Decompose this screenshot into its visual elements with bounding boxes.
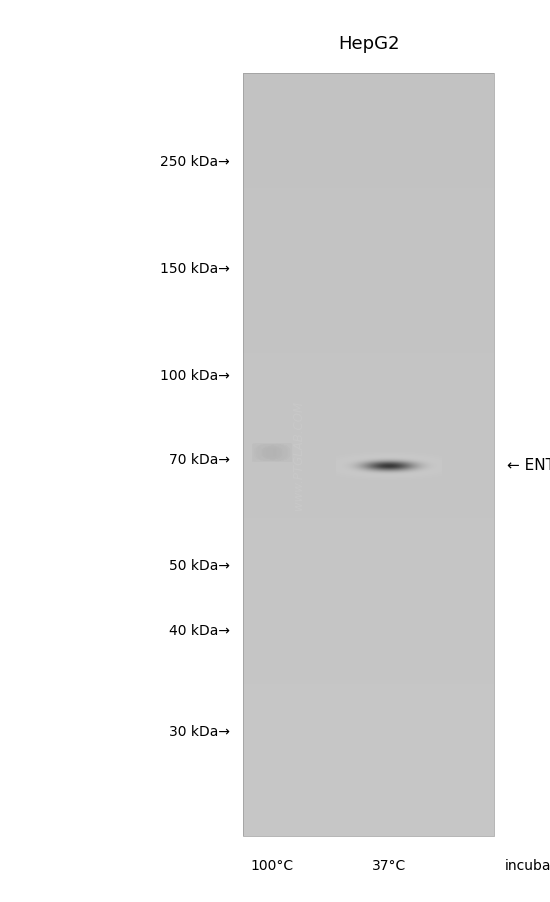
Text: 150 kDa→: 150 kDa→	[160, 262, 230, 276]
Text: 50 kDa→: 50 kDa→	[169, 559, 230, 573]
Bar	[243, 74, 494, 836]
Text: www.PTGLAB.COM: www.PTGLAB.COM	[292, 400, 305, 510]
Text: 250 kDa→: 250 kDa→	[161, 155, 230, 169]
Text: 30 kDa→: 30 kDa→	[169, 724, 230, 738]
Text: 100°C: 100°C	[251, 858, 294, 872]
Text: incubated: incubated	[504, 858, 550, 872]
Text: HepG2: HepG2	[338, 34, 399, 52]
Text: 70 kDa→: 70 kDa→	[169, 452, 230, 466]
Text: 40 kDa→: 40 kDa→	[169, 623, 230, 638]
Text: 100 kDa→: 100 kDa→	[160, 368, 230, 382]
Text: 37°C: 37°C	[372, 858, 406, 872]
Text: ← ENTPD8: ← ENTPD8	[507, 457, 550, 473]
